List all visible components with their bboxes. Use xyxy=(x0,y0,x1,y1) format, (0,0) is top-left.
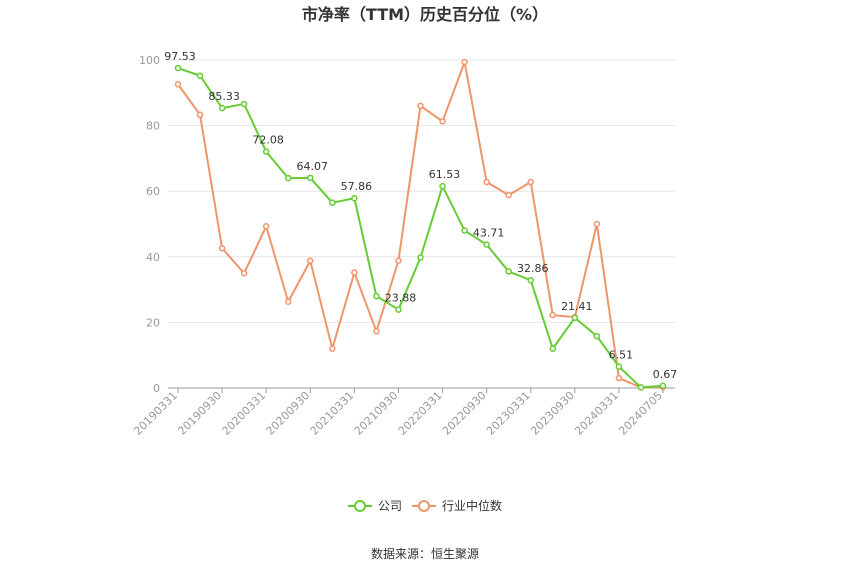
point-1-19 xyxy=(593,220,601,228)
point-0-21 xyxy=(637,384,645,391)
legend-label-1: 行业中位数 xyxy=(442,498,502,513)
data-label-18: 21.41 xyxy=(561,300,593,313)
legend[interactable]: 公司 行业中位数 xyxy=(348,498,502,513)
point-0-10 xyxy=(395,306,402,313)
series-group xyxy=(174,58,667,391)
point-0-4 xyxy=(262,148,270,155)
y-tick-label-0: 0 xyxy=(153,382,160,395)
point-1-0 xyxy=(174,81,182,88)
chart-title: 市净率（TTM）历史百分位（%） xyxy=(302,5,548,24)
legend-label-0: 公司 xyxy=(378,499,402,513)
x-tick-label-20230930: 20230930 xyxy=(528,389,577,438)
point-1-13 xyxy=(461,58,468,66)
point-0-14 xyxy=(483,241,490,248)
data-labels: 97.53 85.33 72.08 64.07 57.86 23.88 61.53 43.71… xyxy=(164,50,677,381)
point-1-12 xyxy=(439,118,446,125)
point-1-4 xyxy=(262,223,270,230)
point-0-20 xyxy=(615,363,623,370)
data-label-4: 72.08 xyxy=(252,134,284,147)
point-1-11 xyxy=(417,102,424,110)
point-0-7 xyxy=(329,199,336,206)
point-0-8 xyxy=(351,194,358,202)
source-note: 数据来源：恒生聚源 xyxy=(371,546,479,561)
point-0-5 xyxy=(284,174,292,182)
point-0-0 xyxy=(174,64,182,72)
y-tick-label-100: 100 xyxy=(139,54,160,67)
legend-marker-1 xyxy=(418,500,430,512)
x-tick-label-20200930: 20200930 xyxy=(264,389,313,438)
point-0-13 xyxy=(461,227,468,234)
point-1-7 xyxy=(329,345,336,352)
grid xyxy=(168,59,675,323)
x-tick-label-20210930: 20210930 xyxy=(352,389,401,438)
point-0-17 xyxy=(549,345,557,352)
point-1-5 xyxy=(284,298,292,305)
legend-item-0[interactable]: 公司 xyxy=(348,499,402,513)
series-line-0 xyxy=(177,67,664,389)
x-tick-label-20220331: 20220331 xyxy=(396,389,445,438)
point-0-6 xyxy=(307,174,314,182)
point-0-2 xyxy=(218,104,226,112)
point-1-20 xyxy=(615,374,623,382)
x-tick-label-20230331: 20230331 xyxy=(484,389,533,438)
point-0-3 xyxy=(240,100,248,108)
data-label-16: 32.86 xyxy=(517,262,549,275)
point-0-12 xyxy=(439,182,446,190)
point-0-16 xyxy=(527,276,534,284)
data-label-2: 85.33 xyxy=(208,90,240,103)
point-0-15 xyxy=(505,268,512,275)
x-tick-label-20240331: 20240331 xyxy=(572,389,621,438)
point-0-22 xyxy=(659,382,667,390)
x-tick-label-20190331: 20190331 xyxy=(131,389,180,438)
legend-marker-0 xyxy=(354,500,366,512)
point-1-15 xyxy=(505,191,512,199)
point-1-6 xyxy=(307,257,314,264)
point-1-9 xyxy=(373,328,380,335)
data-label-6: 64.07 xyxy=(297,160,329,173)
point-1-8 xyxy=(351,269,358,276)
data-label-8: 57.86 xyxy=(341,180,373,193)
x-tick-label-20190930: 20190930 xyxy=(175,389,224,438)
point-1-10 xyxy=(395,257,402,264)
data-label-10: 23.88 xyxy=(385,292,417,305)
x-tick-label-20200331: 20200331 xyxy=(220,389,269,438)
point-0-1 xyxy=(196,72,204,79)
point-1-3 xyxy=(240,269,248,277)
y-tick-label-20: 20 xyxy=(146,316,160,329)
point-0-11 xyxy=(417,254,424,261)
data-label-14: 43.71 xyxy=(473,227,505,240)
data-label-22: 0.67 xyxy=(653,368,678,381)
point-0-19 xyxy=(593,332,601,340)
x-tick-label-20220930: 20220930 xyxy=(440,389,489,438)
legend-item-1[interactable]: 行业中位数 xyxy=(412,498,502,513)
point-1-1 xyxy=(196,111,204,119)
point-1-2 xyxy=(218,245,226,252)
x-axis: 2019033120190930202003312020093020210331… xyxy=(131,387,675,438)
series-line-1 xyxy=(177,60,664,389)
y-tick-label-40: 40 xyxy=(146,251,160,264)
point-1-14 xyxy=(483,178,490,186)
point-1-17 xyxy=(549,311,557,319)
point-0-9 xyxy=(373,292,380,300)
point-1-16 xyxy=(527,178,534,186)
data-label-12: 61.53 xyxy=(429,168,461,181)
y-tick-label-80: 80 xyxy=(146,120,160,133)
data-label-20: 6.51 xyxy=(609,349,634,362)
y-axis: 0 20 40 60 80 100 xyxy=(139,54,160,395)
x-tick-label-20240705: 20240705 xyxy=(616,389,665,438)
y-tick-label-60: 60 xyxy=(146,185,160,198)
point-0-18 xyxy=(571,314,579,322)
x-tick-label-20210331: 20210331 xyxy=(308,389,357,438)
data-label-0: 97.53 xyxy=(164,50,196,63)
